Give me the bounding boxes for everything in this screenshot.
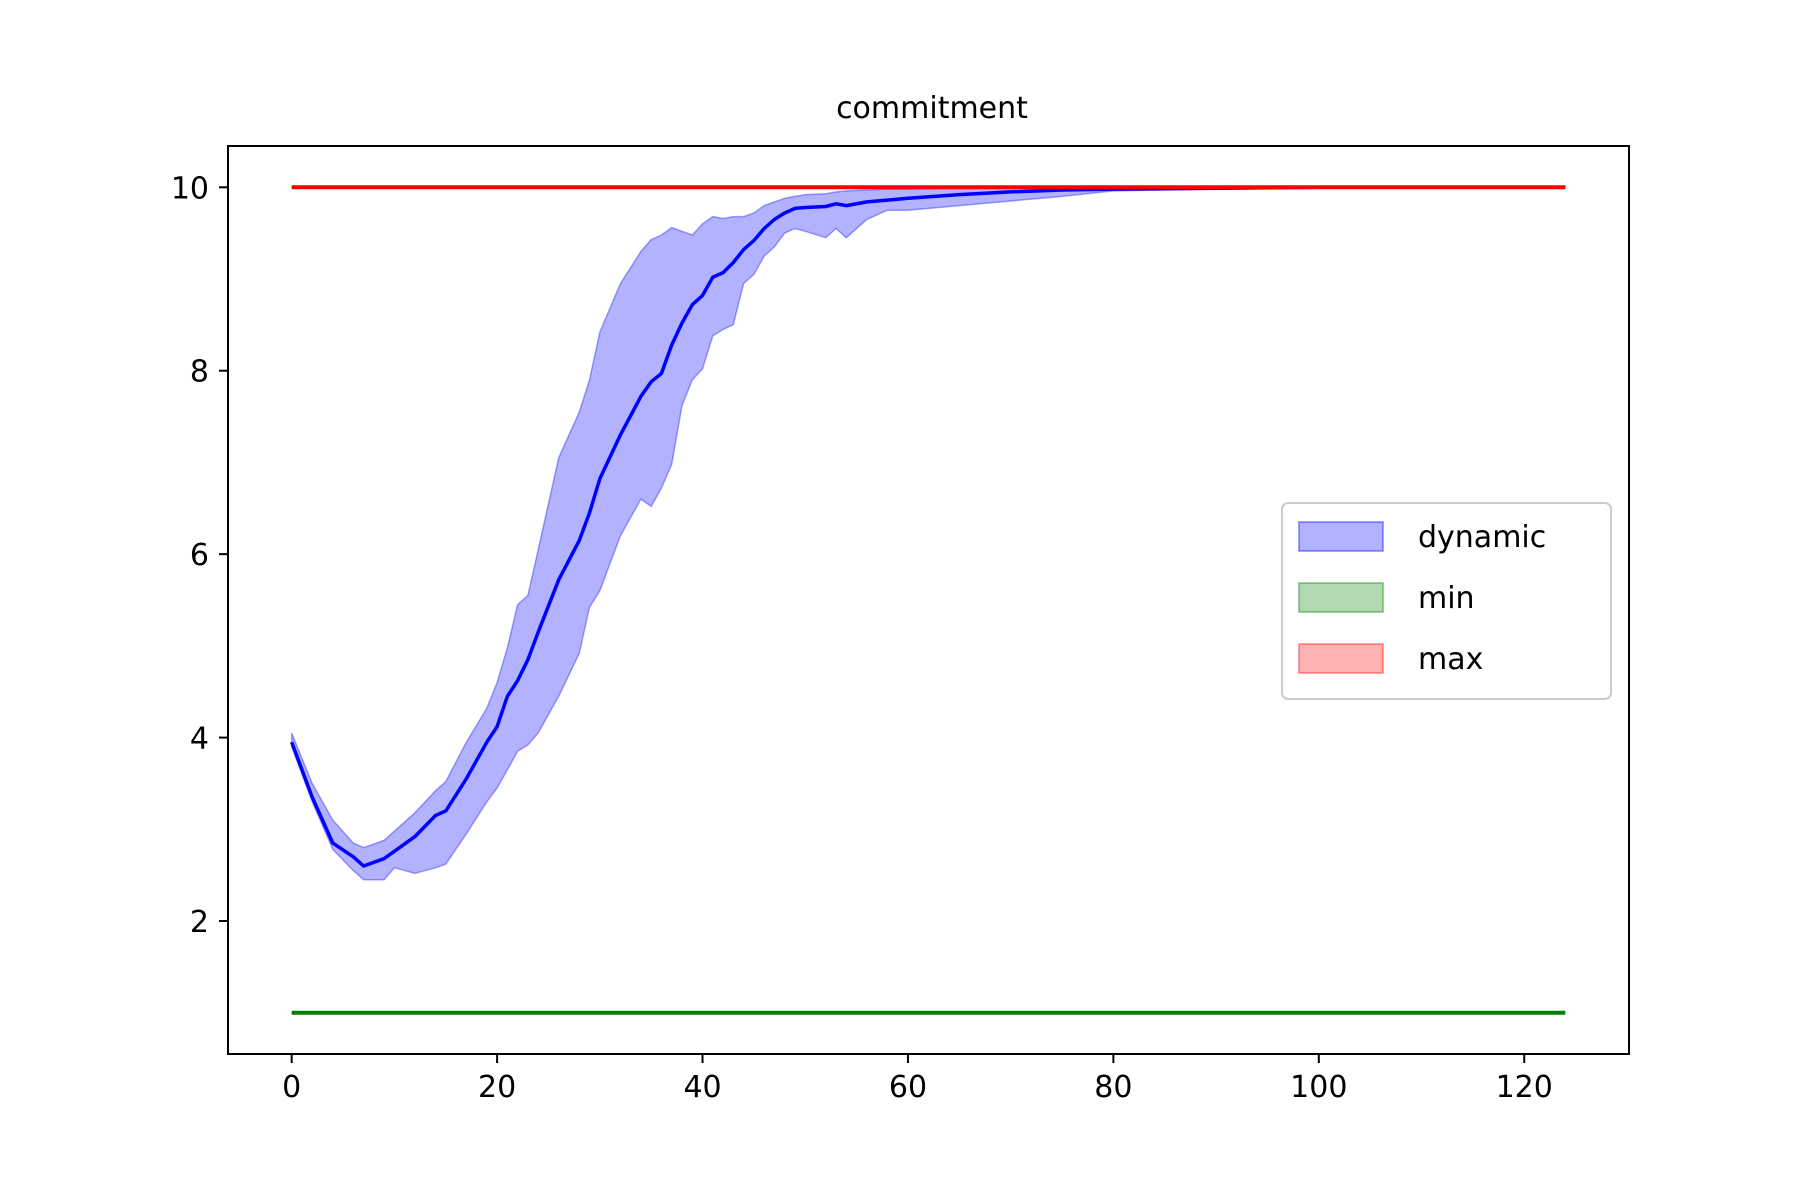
- y-tick-label: 8: [190, 355, 209, 390]
- legend: dynamic min max: [1281, 502, 1612, 700]
- legend-label-dynamic: dynamic: [1418, 520, 1546, 555]
- y-tick-label: 10: [171, 171, 209, 206]
- axes-frame: [227, 145, 1630, 1055]
- x-tick-label: 60: [889, 1070, 927, 1105]
- legend-label-max: max: [1418, 642, 1483, 677]
- x-tick-label: 0: [282, 1070, 301, 1105]
- x-tick-label: 20: [478, 1070, 516, 1105]
- y-tick-label: 4: [190, 722, 209, 757]
- chart-title: commitment: [836, 91, 1028, 126]
- x-tick-label: 120: [1496, 1070, 1553, 1105]
- legend-label-min: min: [1418, 581, 1475, 616]
- legend-swatch-dynamic: [1298, 521, 1384, 552]
- legend-swatch-max: [1298, 643, 1384, 674]
- x-tick-label: 80: [1094, 1070, 1132, 1105]
- legend-swatch-min: [1298, 582, 1384, 613]
- series-line-dynamic: [290, 185, 1566, 868]
- y-tick-label: 2: [190, 905, 209, 940]
- x-tick-label: 40: [683, 1070, 721, 1105]
- x-tick-label: 100: [1290, 1070, 1347, 1105]
- legend-box: [1281, 502, 1612, 700]
- plot-area: 0 20 40 60 80 100 120 2 4 6 8 10: [171, 145, 1630, 1105]
- y-tick-label: 6: [190, 538, 209, 573]
